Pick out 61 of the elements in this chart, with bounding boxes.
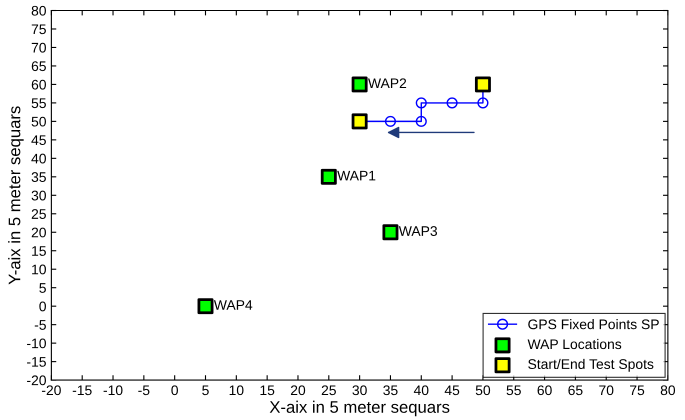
point <box>352 113 368 130</box>
x-tick-label: 65 <box>568 385 583 396</box>
x-tick-label: -5 <box>138 385 150 396</box>
y-tick-label: -20 <box>27 375 46 386</box>
x-tick-label: 25 <box>322 385 336 396</box>
y-axis-title: Y-aix in 5 meter sequars <box>8 106 24 284</box>
data-label: WAP3 <box>398 226 438 236</box>
y-tick-label: 15 <box>32 246 46 256</box>
y-tick-label: 70 <box>32 42 46 53</box>
y-tick-label: 10 <box>32 264 46 274</box>
y-tick-label: 35 <box>32 172 46 182</box>
data-label: WAP2 <box>368 78 406 88</box>
point <box>198 298 214 314</box>
x-tick-label: 30 <box>352 385 367 396</box>
y-tick-label: 80 <box>32 6 46 16</box>
y-tick-label: 30 <box>32 190 46 200</box>
x-tick-label: 0 <box>171 385 178 396</box>
x-tick-label: 55 <box>506 385 521 396</box>
x-tick-label: 5 <box>202 385 209 396</box>
x-tick-label: 80 <box>660 385 676 396</box>
legend-label: Start/End Test Spots <box>528 358 654 372</box>
y-tick-label: -5 <box>34 320 46 330</box>
point <box>477 97 488 108</box>
y-tick-label: 20 <box>32 228 46 238</box>
x-tick-label: -10 <box>104 385 123 396</box>
x-tick-label: 35 <box>383 385 398 396</box>
y-tick-label: 65 <box>32 61 46 72</box>
point <box>474 76 491 92</box>
legend-label: WAP Locations <box>528 338 622 350</box>
point <box>416 116 427 127</box>
x-axis-title: X-aix in 5 meter sequars <box>270 400 450 416</box>
data-label: WAP4 <box>214 300 252 310</box>
y-tick-label: 60 <box>32 80 46 90</box>
point <box>320 168 337 185</box>
point <box>352 76 368 92</box>
point <box>384 116 396 127</box>
x-tick-label: 75 <box>630 385 644 396</box>
y-tick-label: 40 <box>31 154 46 164</box>
x-tick-label: 70 <box>599 385 614 396</box>
data-label: WAP1 <box>337 170 376 180</box>
point <box>382 224 398 240</box>
x-tick-label: 60 <box>538 385 552 396</box>
y-tick-label: 25 <box>32 209 46 219</box>
legend-label: GPS Fixed Points SP <box>528 319 659 330</box>
x-tick-label: 10 <box>230 385 244 396</box>
x-tick-label: 20 <box>290 385 306 396</box>
x-tick-label: 45 <box>444 385 460 396</box>
y-tick-label: -10 <box>27 338 46 348</box>
x-tick-label: 15 <box>260 385 274 396</box>
y-tick-label: -15 <box>27 357 46 367</box>
point <box>416 97 427 108</box>
y-tick-label: 0 <box>39 302 46 312</box>
point <box>446 97 458 108</box>
y-tick-label: 55 <box>32 98 46 108</box>
x-tick-label: 40 <box>414 385 428 396</box>
y-tick-label: 75 <box>32 24 46 34</box>
x-tick-label: -15 <box>72 385 92 396</box>
y-tick-label: 50 <box>32 116 46 127</box>
x-tick-label: 50 <box>476 385 490 396</box>
y-tick-label: 5 <box>39 283 46 293</box>
y-tick-label: 45 <box>31 135 46 146</box>
